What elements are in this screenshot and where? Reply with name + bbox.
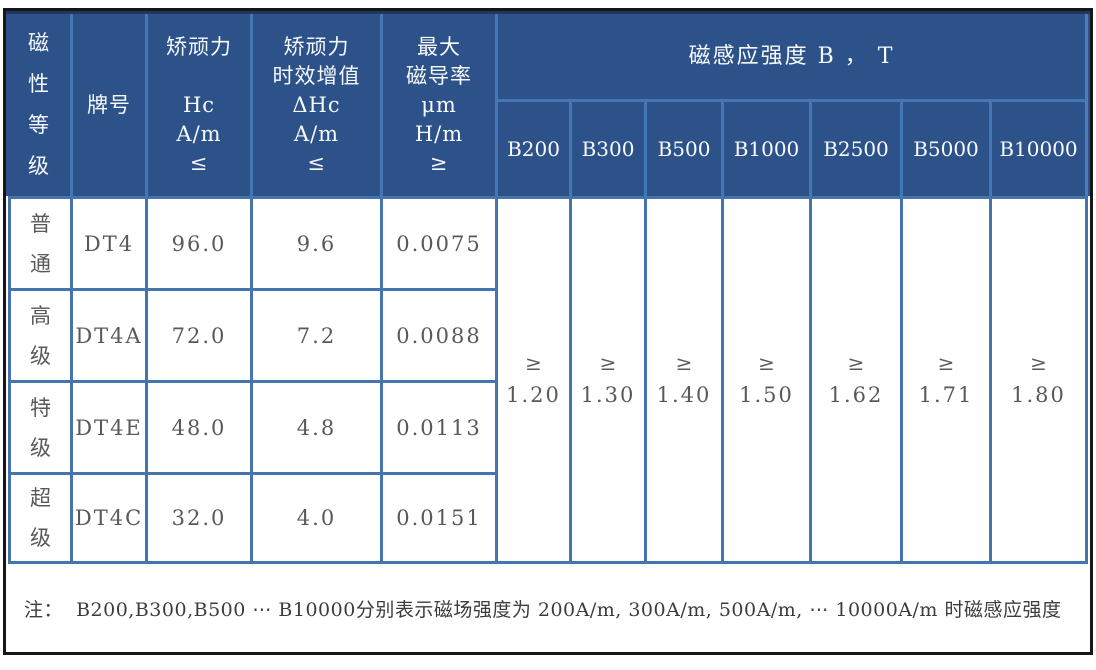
b5000-value-cell: ≥ 1.71 [900,196,989,564]
b10000-value-cell: ≥ 1.80 [989,196,1088,564]
header-cell-b500: B500 [644,102,721,196]
b1000-value-cell: ≥ 1.50 [721,196,809,564]
brand-cell: DT4 [70,196,145,288]
table-header: 磁 性 等 级 牌号 矫顽力 Hc A/m ≤ 矫顽力 时效增值 ΔHc A/m… [6,11,1090,196]
note-row: 注： B200,B300,B500 ⋯ B10000分别表示磁场强度为 200A… [6,564,1090,652]
mu-value-cell: 0.0151 [380,472,495,564]
magnetic-properties-table: 磁 性 等 级 牌号 矫顽力 Hc A/m ≤ 矫顽力 时效增值 ΔHc A/m… [3,8,1093,655]
b-value: 1.20 [506,383,561,407]
mu-value-cell: 0.0088 [380,288,495,380]
table-body: 普 通 DT4 96.0 9.6 0.0075 高 级 DT4A 72.0 7.… [6,196,1090,564]
header-cell-max-permeability: 最大 磁导率 μm H/m ≥ [380,14,495,196]
dhc-value-cell: 4.8 [250,380,380,472]
b200-value-cell: ≥ 1.20 [495,196,569,564]
b500-value-cell: ≥ 1.40 [644,196,721,564]
gte-symbol: ≥ [847,351,865,375]
gte-symbol: ≥ [599,351,617,375]
mu-value-cell: 0.0113 [380,380,495,472]
dhc-value-cell: 9.6 [250,196,380,288]
hc-value-cell: 72.0 [145,288,250,380]
gte-symbol: ≥ [525,351,542,375]
header-cell-magnetic-grade: 磁 性 等 级 [28,31,50,178]
hc-value-cell: 96.0 [145,196,250,288]
grade-cell: 超 级 [8,472,70,564]
grade-cell: 高 级 [8,288,70,380]
dhc-value-cell: 7.2 [250,288,380,380]
mu-value-cell: 0.0075 [380,196,495,288]
hc-value-cell: 48.0 [145,380,250,472]
header-cell-b5000: B5000 [900,102,989,196]
note-text: 注： B200,B300,B500 ⋯ B10000分别表示磁场强度为 200A… [24,598,1062,621]
header-cell-b10000: B10000 [989,102,1088,196]
brand-cell: DT4A [70,288,145,380]
b-value: 1.50 [739,383,794,407]
dhc-value-cell: 4.0 [250,472,380,564]
header-cell-b1000: B1000 [721,102,809,196]
brand-cell: DT4E [70,380,145,472]
header-cell-b-group: 磁感应强度 B ， T [495,14,1088,102]
b-value: 1.62 [828,383,884,407]
b-value: 1.40 [656,383,712,407]
header-cell-coercivity-aging-increment: 矫顽力 时效增值 ΔHc A/m ≤ [250,14,380,196]
b300-value-cell: ≥ 1.30 [569,196,644,564]
header-cell-b2500: B2500 [809,102,900,196]
header-cell-b200: B200 [495,102,569,196]
gte-symbol: ≥ [675,351,693,375]
b-value: 1.80 [1011,383,1066,407]
grade-cell: 普 通 [8,196,70,288]
grade-cell: 特 级 [8,380,70,472]
header-cell-b300: B300 [569,102,644,196]
gte-symbol: ≥ [1030,351,1047,375]
gte-symbol: ≥ [937,351,955,375]
gte-symbol: ≥ [758,351,775,375]
header-cell-brand: 牌号 [70,14,145,196]
brand-cell: DT4C [70,472,145,564]
b2500-value-cell: ≥ 1.62 [809,196,900,564]
hc-value-cell: 32.0 [145,472,250,564]
b-value: 1.71 [918,383,974,407]
b-value: 1.30 [580,383,636,407]
header-cell-coercivity: 矫顽力 Hc A/m ≤ [145,14,250,196]
